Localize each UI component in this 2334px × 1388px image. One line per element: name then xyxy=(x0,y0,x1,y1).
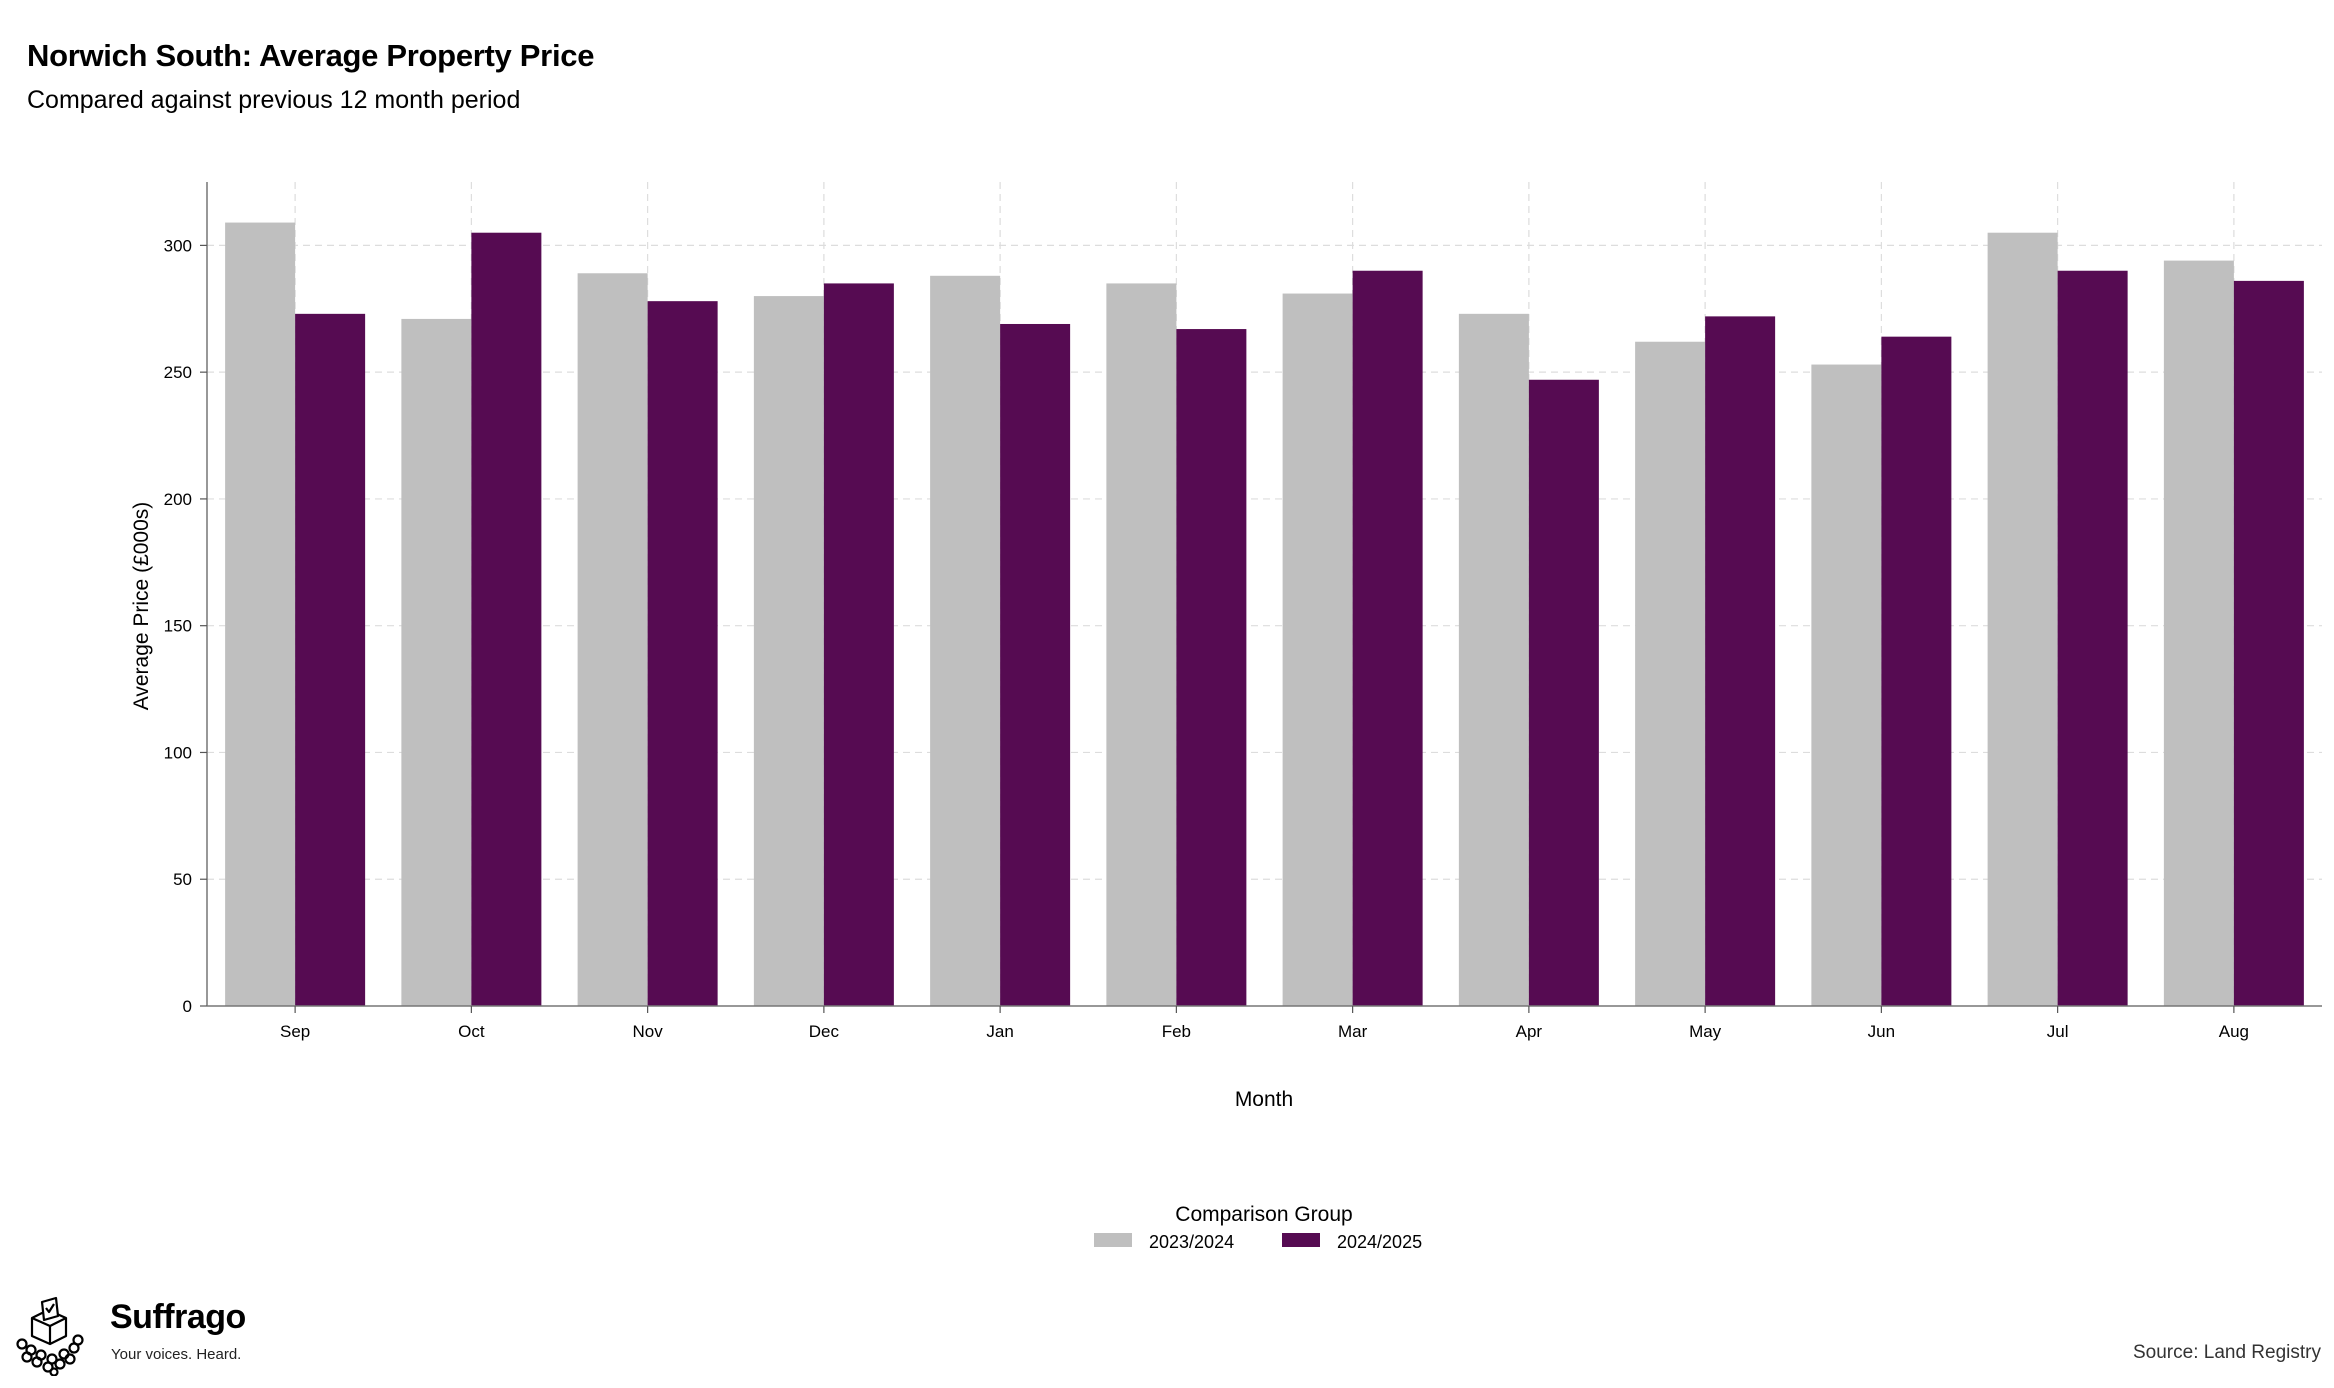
x-tick-label: Jan xyxy=(986,1022,1013,1041)
x-tick-label: Nov xyxy=(633,1022,664,1041)
bar-2023-2024-may xyxy=(1635,341,1706,1006)
bar-2024-2025-may xyxy=(1705,316,1776,1007)
x-tick-label: Dec xyxy=(809,1022,840,1041)
bar-2024-2025-sep xyxy=(295,313,366,1007)
legend-label: 2024/2025 xyxy=(1337,1232,1422,1252)
x-tick-label: Feb xyxy=(1162,1022,1191,1041)
bar-2023-2024-dec xyxy=(753,296,824,1007)
x-tick-label: May xyxy=(1689,1022,1722,1041)
bar-2023-2024-jan xyxy=(930,275,1001,1007)
y-tick-label: 300 xyxy=(164,236,192,255)
legend-swatch xyxy=(1094,1233,1132,1247)
x-axis-label: Month xyxy=(1235,1088,1293,1111)
bar-2023-2024-jun xyxy=(1811,364,1882,1006)
axes-group xyxy=(206,182,2322,1007)
bar-2023-2024-aug xyxy=(2163,260,2234,1006)
y-tick-label: 200 xyxy=(164,490,192,509)
x-tick-label: Jul xyxy=(2047,1022,2069,1041)
legend-label: 2023/2024 xyxy=(1149,1232,1234,1252)
legend: Comparison Group 2023/2024 2024/2025 xyxy=(1094,1203,1422,1252)
bar-2023-2024-jul xyxy=(1987,232,2058,1006)
bar-2024-2025-jun xyxy=(1881,336,1952,1006)
bar-2024-2025-mar xyxy=(1352,270,1423,1006)
bar-2024-2025-oct xyxy=(471,232,542,1006)
chart-subtitle: Compared against previous 12 month perio… xyxy=(27,86,521,114)
bar-2024-2025-jan xyxy=(1000,323,1071,1006)
y-tick-label: 150 xyxy=(164,617,192,636)
bar-2023-2024-nov xyxy=(577,273,648,1007)
x-tick-label: Apr xyxy=(1516,1022,1543,1041)
bar-2023-2024-mar xyxy=(1282,293,1353,1007)
y-tick-label: 50 xyxy=(173,870,192,889)
legend-swatch xyxy=(1282,1233,1320,1247)
legend-title: Comparison Group xyxy=(1175,1203,1352,1226)
y-tick-label: 250 xyxy=(164,363,192,382)
bar-2024-2025-dec xyxy=(823,283,894,1006)
x-tick-labels: Sep Oct Nov Dec Jan Feb Mar Apr May Jun Jul Aug xyxy=(280,1006,2249,1041)
x-tick-label: Jun xyxy=(1868,1022,1895,1041)
x-tick-label: Sep xyxy=(280,1022,310,1041)
bar-2023-2024-feb xyxy=(1106,283,1177,1006)
x-tick-label: Aug xyxy=(2219,1022,2249,1041)
ballot-box-crowd-icon xyxy=(16,1296,84,1376)
chart-title: Norwich South: Average Property Price xyxy=(27,38,595,73)
bar-2024-2025-aug xyxy=(2233,280,2304,1006)
source-note: Source: Land Registry xyxy=(2133,1342,2321,1363)
y-tick-label: 0 xyxy=(183,997,192,1016)
y-axis-label: Average Price (£000s) xyxy=(130,502,153,711)
bar-2023-2024-apr xyxy=(1458,313,1529,1007)
brand-name: Suffrago xyxy=(110,1298,246,1336)
bar-2023-2024-oct xyxy=(401,318,472,1006)
bar-2024-2025-feb xyxy=(1176,329,1247,1006)
y-tick-labels: 0 50 100 150 200 250 300 xyxy=(164,236,207,1016)
x-tick-label: Oct xyxy=(458,1022,485,1041)
bar-2024-2025-jul xyxy=(2057,270,2128,1006)
x-tick-label: Mar xyxy=(1338,1022,1368,1041)
bar-2023-2024-sep xyxy=(225,222,296,1006)
bar-2024-2025-nov xyxy=(647,301,718,1006)
bar-2024-2025-apr xyxy=(1528,379,1599,1006)
bars-group xyxy=(225,222,2304,1007)
y-tick-label: 100 xyxy=(164,743,192,762)
brand-tagline: Your voices. Heard. xyxy=(111,1346,242,1363)
